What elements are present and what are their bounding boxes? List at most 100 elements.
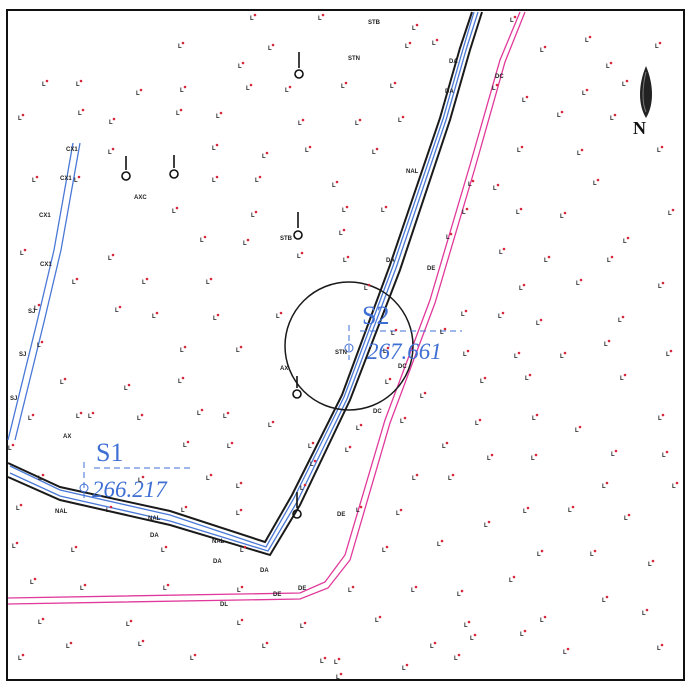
survey-points: L L L L L L L L L L L L L L L L L L L L L L L L L L L L L L L L L L L L L L L L… xyxy=(8,13,679,681)
survey-point-dot xyxy=(239,508,243,512)
survey-point: L xyxy=(519,283,526,292)
survey-point-label: L xyxy=(622,82,626,88)
survey-point-dot xyxy=(502,247,506,251)
survey-point-label: L xyxy=(18,656,22,662)
survey-point: L xyxy=(298,118,305,127)
survey-point: L xyxy=(448,473,455,482)
survey-point-dot xyxy=(384,205,388,209)
survey-point: L xyxy=(364,283,371,292)
survey-point: L xyxy=(470,633,477,642)
survey-point-dot xyxy=(311,441,315,445)
survey-point: L xyxy=(516,207,523,216)
survey-point-label: L xyxy=(391,331,395,337)
survey-point-dot xyxy=(585,88,589,92)
survey-point: L xyxy=(8,443,15,452)
survey-point-dot xyxy=(140,413,144,417)
survey-point-dot xyxy=(478,418,482,422)
survey-point-dot xyxy=(579,278,583,282)
survey-point-label: L xyxy=(590,552,594,558)
survey-point-label: L xyxy=(285,88,289,94)
survey-point: L xyxy=(604,339,611,348)
survey-point: L xyxy=(382,545,389,554)
survey-point: L xyxy=(620,373,627,382)
survey-point: L xyxy=(375,615,382,624)
survey-point: L xyxy=(163,583,170,592)
survey-point: L xyxy=(522,95,529,104)
survey-point-label: L xyxy=(236,511,240,517)
survey-point: L xyxy=(238,61,245,70)
survey-point-dot xyxy=(359,423,363,427)
pole-icon xyxy=(292,376,302,399)
survey-point: L xyxy=(285,85,292,94)
survey-point-label: L xyxy=(402,666,406,672)
survey-point-dot xyxy=(240,618,244,622)
survey-point-dot xyxy=(449,232,453,236)
survey-point-label: L xyxy=(655,44,659,50)
survey-point-dot xyxy=(671,208,675,212)
survey-point-dot xyxy=(249,83,253,87)
survey-point-dot xyxy=(77,175,81,179)
survey-point-label: L xyxy=(475,421,479,427)
survey-point-label: L xyxy=(37,343,41,349)
survey-point: L xyxy=(206,277,213,286)
survey-point: L xyxy=(38,473,45,482)
survey-point-dot xyxy=(323,656,327,660)
survey-point-label: L xyxy=(34,306,38,312)
survey-point-dot xyxy=(69,641,73,645)
survey-point-label: L xyxy=(411,588,415,594)
survey-point-dot xyxy=(239,481,243,485)
survey-point: L xyxy=(582,88,589,97)
survey-point-label: L xyxy=(60,380,64,386)
code-label: DC xyxy=(398,364,407,370)
survey-point-dot xyxy=(621,315,625,319)
survey-point: L xyxy=(212,175,219,184)
survey-point-label: L xyxy=(468,182,472,188)
survey-point: L xyxy=(463,349,470,358)
survey-point-dot xyxy=(543,615,547,619)
survey-point-dot xyxy=(342,228,346,232)
survey-point: L xyxy=(560,351,567,360)
survey-point: L xyxy=(577,148,584,157)
survey-point-dot xyxy=(443,327,447,331)
survey-point-label: L xyxy=(356,508,360,514)
survey-point-label: L xyxy=(66,644,70,650)
survey-point-dot xyxy=(435,38,439,42)
survey-point-dot xyxy=(243,545,247,549)
survey-point-label: L xyxy=(236,348,240,354)
survey-point-dot xyxy=(669,349,673,353)
survey-point-dot xyxy=(613,113,617,117)
survey-point-label: L xyxy=(71,548,75,554)
survey-point-dot xyxy=(593,549,597,553)
survey-point-label: L xyxy=(138,642,142,648)
survey-point-dot xyxy=(523,629,527,633)
code-label: NAL xyxy=(148,516,161,522)
survey-point: L xyxy=(28,413,35,422)
survey-point-dot xyxy=(81,108,85,112)
survey-point: L xyxy=(262,641,269,650)
survey-point: L xyxy=(37,340,44,349)
survey-point-dot xyxy=(495,83,499,87)
survey-point-label: L xyxy=(536,321,540,327)
survey-point-label: L xyxy=(276,314,280,320)
survey-point-dot xyxy=(183,345,187,349)
survey-point-label: L xyxy=(334,660,338,666)
survey-point-label: L xyxy=(176,111,180,117)
survey-point: L xyxy=(305,145,312,154)
survey-point-label: L xyxy=(510,18,514,24)
survey-point: L xyxy=(622,79,629,88)
code-label: AX xyxy=(63,434,71,440)
survey-point-dot xyxy=(345,205,349,209)
survey-point-dot xyxy=(393,81,397,85)
survey-point-dot xyxy=(578,425,582,429)
survey-point-label: L xyxy=(268,46,272,52)
survey-point: L xyxy=(624,513,631,522)
survey-point-label: L xyxy=(383,349,387,355)
survey-point-dot xyxy=(127,383,131,387)
survey-point-label: L xyxy=(297,254,301,260)
survey-point-label: L xyxy=(300,624,304,630)
survey-point-label: L xyxy=(437,542,441,548)
survey-point: L xyxy=(525,373,532,382)
code-label: NAL xyxy=(55,509,68,515)
survey-point-label: L xyxy=(623,239,627,245)
boundary-line xyxy=(7,11,526,605)
